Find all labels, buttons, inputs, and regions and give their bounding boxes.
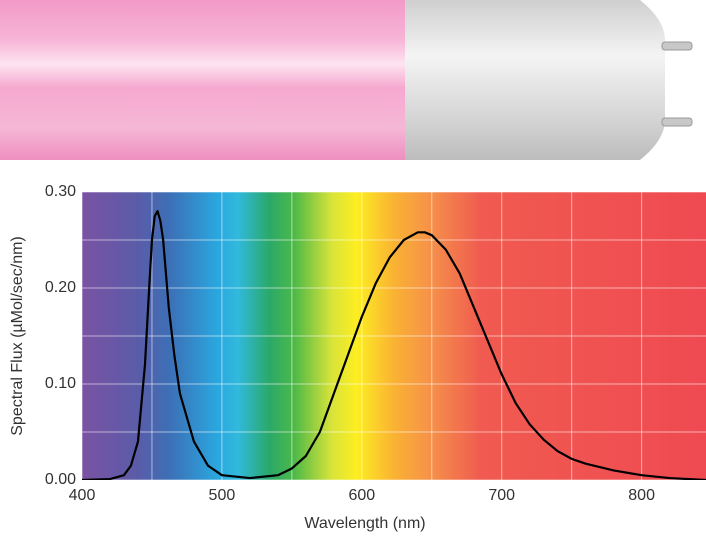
y-tick-label: 0.30 xyxy=(45,183,76,200)
x-tick-label: 800 xyxy=(628,487,655,504)
x-tick-label: 400 xyxy=(69,487,96,504)
x-tick-label: 600 xyxy=(348,487,375,504)
x-axis-label: Wavelength (nm) xyxy=(304,515,425,532)
y-tick-label: 0.00 xyxy=(45,471,76,488)
plot xyxy=(82,210,706,480)
x-tick-label: 500 xyxy=(209,487,236,504)
y-axis-label: Spectral Flux (µMol/sec/nm) xyxy=(9,236,26,435)
spectrum-line xyxy=(82,210,706,480)
grid xyxy=(81,191,706,481)
y-tick-label: 0.20 xyxy=(45,279,76,296)
y-tick-label: 0.10 xyxy=(45,375,76,392)
tube-illustration xyxy=(0,0,693,160)
x-tick-label: 700 xyxy=(488,487,515,504)
